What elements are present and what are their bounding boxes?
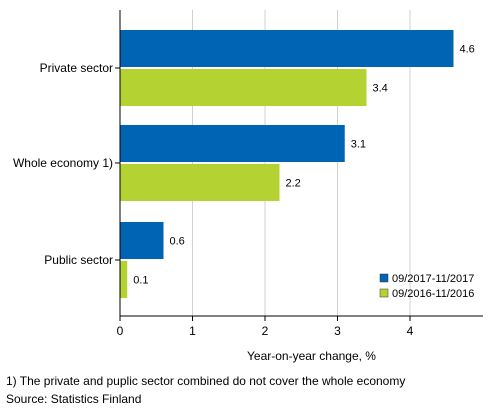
y-category-label: Private sector <box>40 61 113 75</box>
legend-swatch <box>379 273 389 283</box>
x-tick-label: 4 <box>407 324 414 338</box>
bars: 4.6 3.4 3.1 2.2 0.6 0.1 <box>120 30 475 298</box>
bar <box>120 30 454 67</box>
x-tick-label: 3 <box>334 324 341 338</box>
y-category-label: Public sector <box>44 253 113 267</box>
legend-swatch <box>379 288 389 298</box>
bar <box>120 125 345 162</box>
x-axis-title: Year-on-year change, % <box>247 349 376 363</box>
axes: 0 1 2 3 4 Private sector Whole economy 1) Publi… <box>13 10 483 338</box>
data-label: 3.4 <box>373 83 388 95</box>
footnote: 1) The private and puplic sector combine… <box>6 374 406 388</box>
data-label: 0.6 <box>170 236 185 248</box>
legend-label: 09/2016-11/2016 <box>392 288 474 300</box>
bar <box>120 69 367 106</box>
bar <box>120 164 280 201</box>
data-label: 3.1 <box>351 139 366 151</box>
data-label: 4.6 <box>460 44 475 56</box>
bar <box>120 261 128 298</box>
x-tick-label: 2 <box>262 324 269 338</box>
x-tick-label: 0 <box>117 324 124 338</box>
y-category-label: Whole economy 1) <box>13 156 113 170</box>
source-note: Source: Statistics Finland <box>6 392 142 406</box>
data-label: 0.1 <box>133 275 148 287</box>
bar <box>120 222 164 259</box>
legend-label: 09/2017-11/2017 <box>392 273 474 285</box>
x-tick-label: 1 <box>189 324 196 338</box>
bar-chart: 4.6 3.4 3.1 2.2 0.6 0.1 0 1 2 3 4 Private sector Wh… <box>13 10 483 363</box>
legend: 09/2017-11/2017 09/2016-11/2016 <box>379 273 474 300</box>
data-label: 2.2 <box>286 178 301 190</box>
